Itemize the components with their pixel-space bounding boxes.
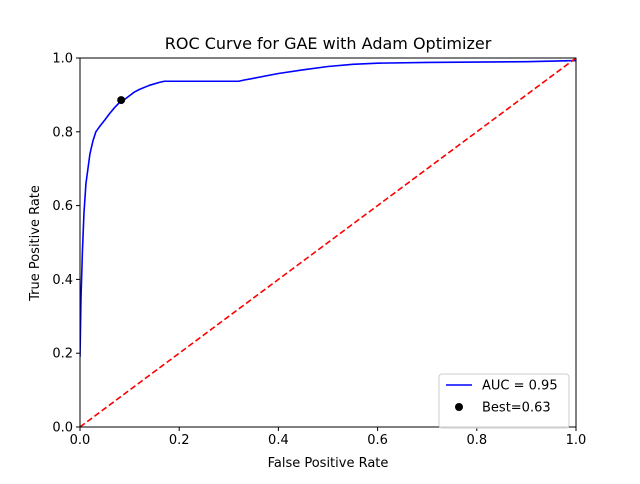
x-tick-label: 0.2 xyxy=(169,433,190,448)
y-tick-label: 1.0 xyxy=(52,52,73,67)
legend-box xyxy=(438,373,570,429)
y-tick-label: 0.8 xyxy=(52,125,73,140)
x-axis-label: False Positive Rate xyxy=(268,456,389,471)
y-axis-label: True Positive Rate xyxy=(28,185,43,302)
x-tick-label: 0.0 xyxy=(70,433,91,448)
plot-area xyxy=(80,58,576,427)
y-tick-label: 0.2 xyxy=(52,347,73,362)
legend-marker-swatch xyxy=(455,403,463,411)
roc-curve-line xyxy=(80,59,576,357)
x-tick-label: 0.8 xyxy=(466,433,487,448)
axes-frame xyxy=(79,57,577,428)
y-tick-label: 0.4 xyxy=(52,273,73,288)
y-tick-label: 0.6 xyxy=(52,199,73,214)
x-tick-label: 1.0 xyxy=(566,433,587,448)
legend: AUC = 0.95 Best=0.63 xyxy=(438,373,570,429)
chart-title: ROC Curve for GAE with Adam Optimizer xyxy=(165,34,492,53)
legend-entry-label: Best=0.63 xyxy=(482,401,551,416)
best-threshold-point xyxy=(117,96,126,105)
axes: 0.0 0.2 0.4 0.6 0.8 1.0 0.0 0.2 0.4 0.6 0.8 1.0 xyxy=(52,52,586,449)
x-tick-label: 0.6 xyxy=(367,433,388,448)
x-tick-label: 0.4 xyxy=(268,433,289,448)
y-tick-label: 0.0 xyxy=(52,421,73,436)
diagonal-reference-line xyxy=(80,58,576,427)
legend-entry-label: AUC = 0.95 xyxy=(482,379,558,394)
